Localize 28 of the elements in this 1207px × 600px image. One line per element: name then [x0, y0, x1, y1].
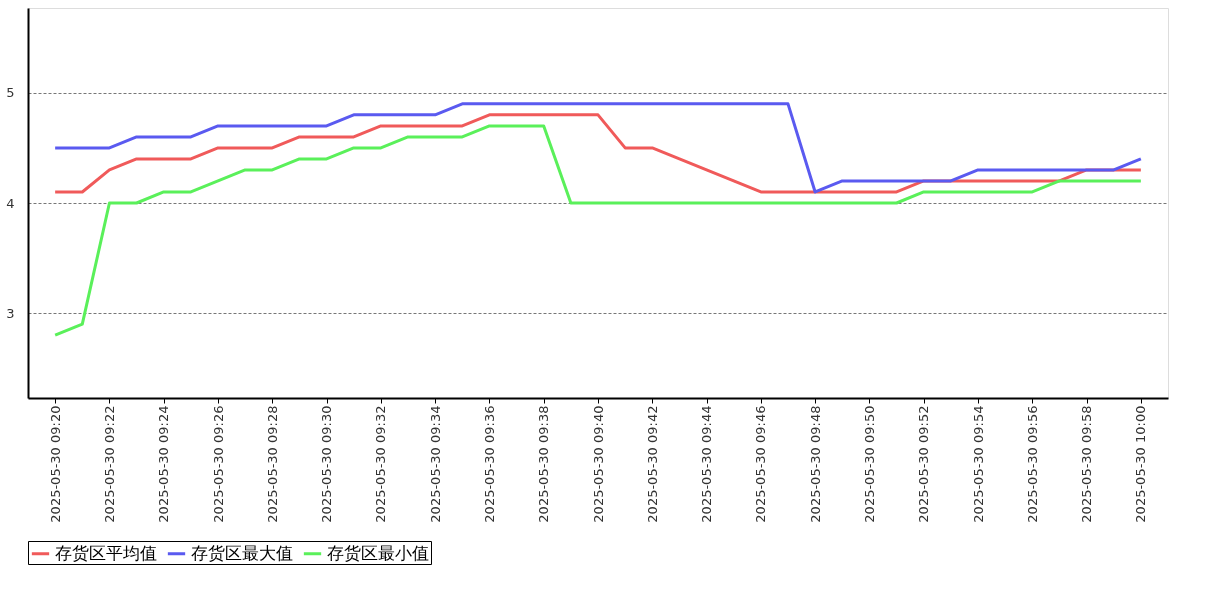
x-tick-label: 2025-05-30 09:34: [427, 405, 443, 523]
x-tick-label: 2025-05-30 10:00: [1133, 405, 1149, 523]
x-tick-label: 2025-05-30 09:28: [264, 405, 280, 523]
x-tick-label: 2025-05-30 09:20: [47, 405, 63, 523]
x-tick-label: 2025-05-30 09:56: [1024, 405, 1040, 523]
x-tick-label: 2025-05-30 09:32: [373, 405, 389, 523]
legend-label: 存货区平均值: [55, 542, 157, 563]
x-tick-label: 2025-05-30 09:36: [481, 405, 497, 523]
y-tick-label: 3: [6, 305, 15, 321]
x-tick-label: 2025-05-30 09:38: [536, 405, 552, 523]
x-tick-label: 2025-05-30 09:48: [807, 405, 823, 523]
y-tick-label: 4: [6, 195, 15, 211]
legend-label: 存货区最小值: [327, 542, 429, 563]
legend-label: 存货区最大值: [191, 542, 293, 563]
line-series: [53, 124, 1143, 337]
x-tick-label: 2025-05-30 09:46: [753, 405, 769, 523]
x-tick-label: 2025-05-30 09:40: [590, 405, 606, 523]
x-tick-label: 2025-05-30 09:54: [970, 405, 986, 523]
y-tick-label: 5: [6, 85, 15, 101]
x-tick-label: 2025-05-30 09:58: [1079, 405, 1095, 523]
x-tick-label: 2025-05-30 09:42: [644, 405, 660, 523]
x-tick-label: 2025-05-30 09:50: [861, 405, 877, 523]
x-tick-label: 2025-05-30 09:24: [156, 405, 172, 523]
x-tick-label: 2025-05-30 09:26: [210, 405, 226, 523]
x-tick-label: 2025-05-30 09:52: [916, 405, 932, 523]
x-tick-label: 2025-05-30 09:44: [699, 405, 715, 523]
x-tick-label: 2025-05-30 09:30: [319, 405, 335, 523]
x-tick-label: 2025-05-30 09:22: [101, 405, 117, 523]
